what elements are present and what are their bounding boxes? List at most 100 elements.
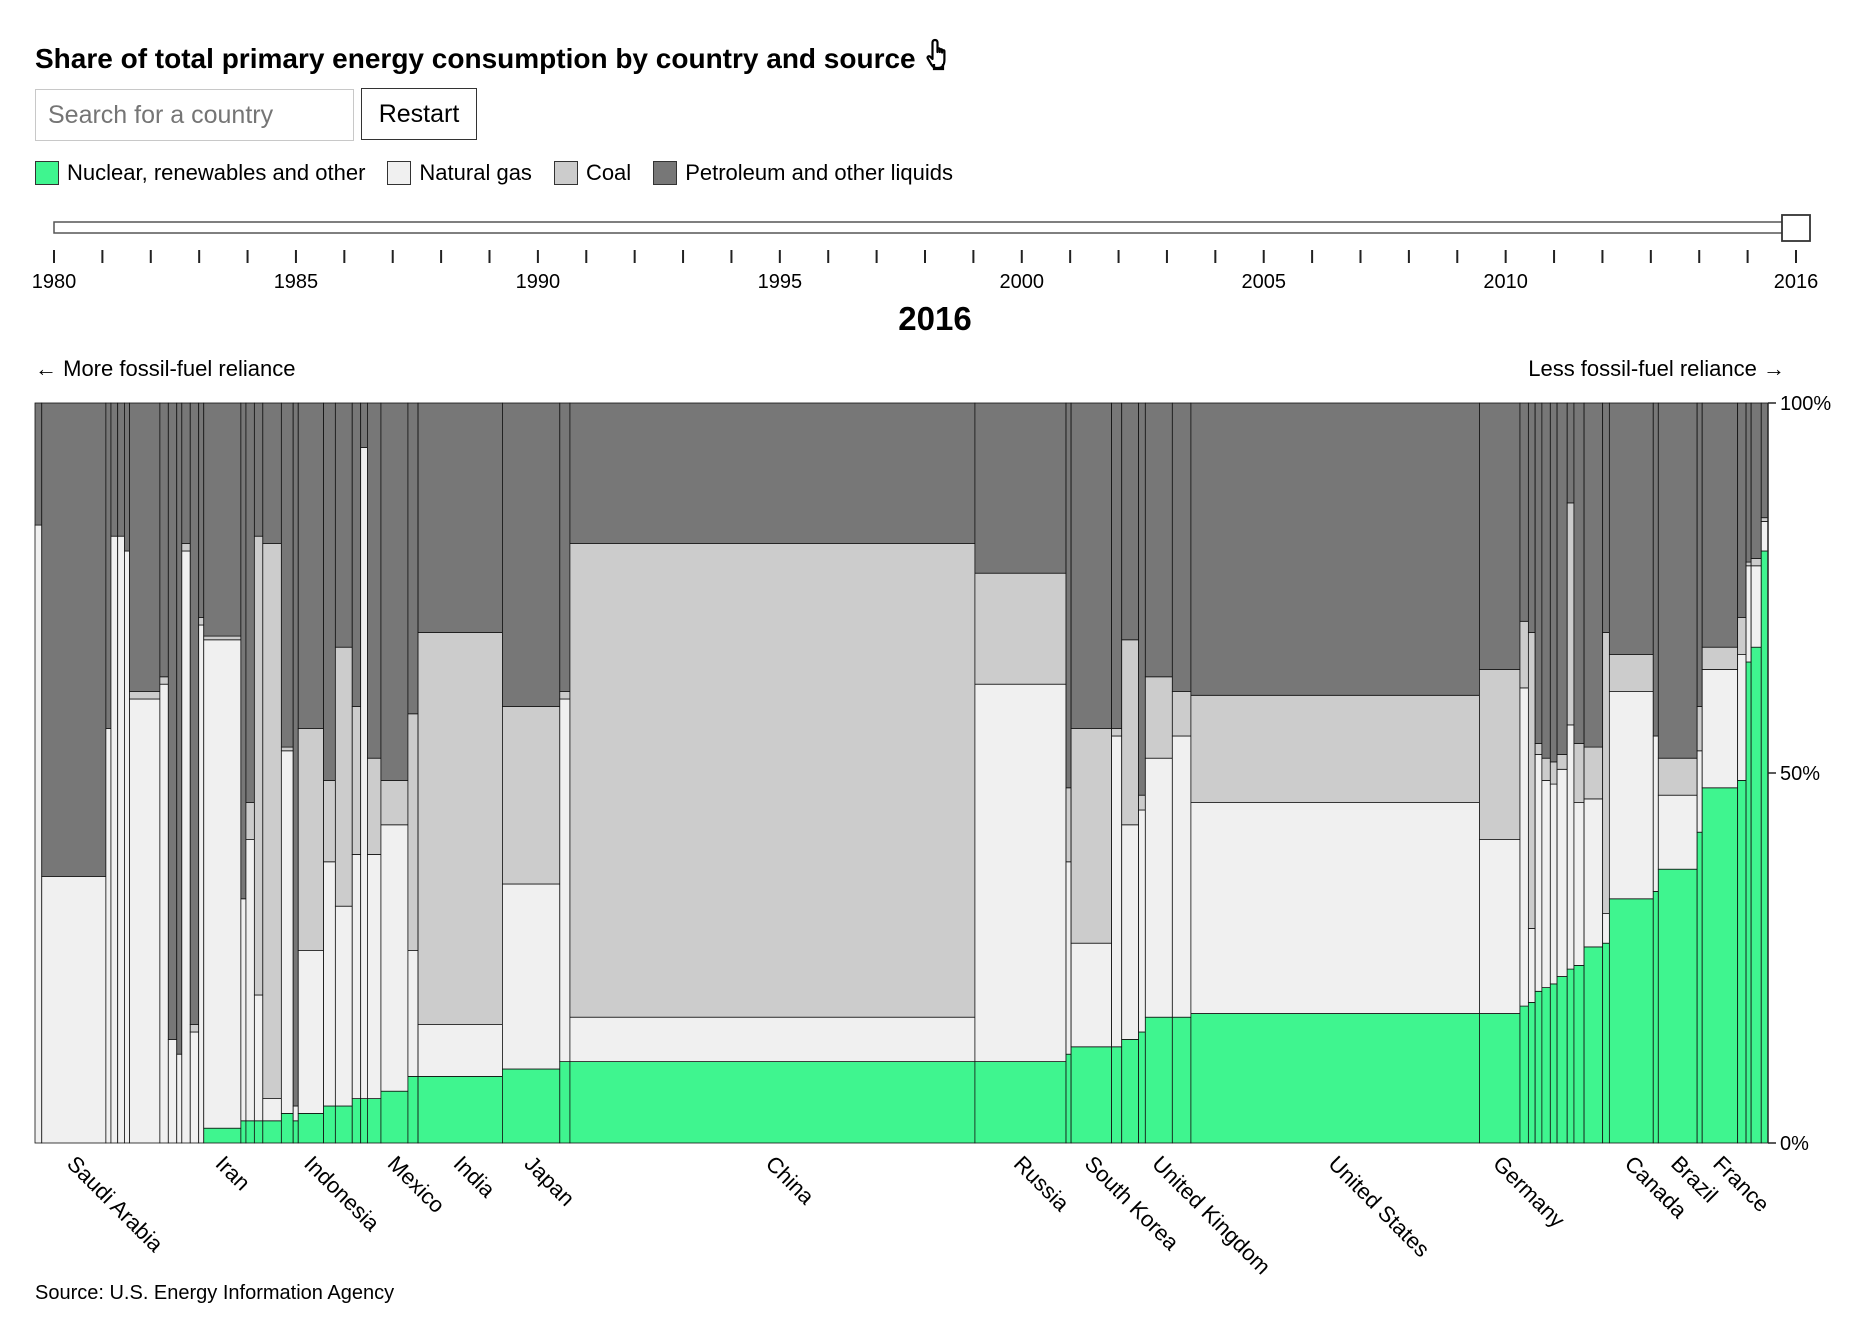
segment-gas[interactable] xyxy=(189,1031,200,1144)
segment-gas[interactable] xyxy=(1745,565,1752,663)
segment-coal[interactable] xyxy=(1750,557,1762,567)
segment-gas[interactable] xyxy=(559,698,571,1063)
segment-petroleum[interactable] xyxy=(159,402,169,678)
country-column[interactable] xyxy=(1190,402,1480,1144)
segment-coal[interactable] xyxy=(1111,728,1123,737)
segment-coal[interactable] xyxy=(1602,631,1610,915)
country-column[interactable] xyxy=(1111,402,1123,1144)
segment-petroleum[interactable] xyxy=(129,402,161,693)
segment-nuclear[interactable] xyxy=(417,1076,503,1144)
segment-coal[interactable] xyxy=(1566,502,1575,726)
country-column[interactable] xyxy=(181,402,191,1144)
country-column[interactable] xyxy=(1760,402,1769,1144)
segment-gas[interactable] xyxy=(323,861,336,1107)
segment-petroleum[interactable] xyxy=(360,402,368,448)
country-column[interactable] xyxy=(245,402,255,1144)
country-column[interactable] xyxy=(280,402,294,1144)
segment-coal[interactable] xyxy=(181,543,191,552)
segment-gas[interactable] xyxy=(1519,687,1529,1007)
segment-gas[interactable] xyxy=(360,447,368,1100)
segment-coal[interactable] xyxy=(1534,742,1543,755)
segment-gas[interactable] xyxy=(1602,913,1610,944)
country-column[interactable] xyxy=(351,402,362,1144)
segment-gas[interactable] xyxy=(417,1024,503,1077)
segment-nuclear[interactable] xyxy=(323,1105,336,1144)
segment-petroleum[interactable] xyxy=(1065,402,1072,789)
segment-nuclear[interactable] xyxy=(1745,661,1752,1144)
segment-coal[interactable] xyxy=(297,728,324,952)
segment-gas[interactable] xyxy=(1138,809,1146,1033)
segment-petroleum[interactable] xyxy=(1556,402,1568,755)
segment-petroleum[interactable] xyxy=(280,402,294,748)
segment-nuclear[interactable] xyxy=(1696,831,1703,1144)
country-column[interactable] xyxy=(105,402,112,1144)
segment-nuclear[interactable] xyxy=(1534,990,1543,1144)
segment-petroleum[interactable] xyxy=(117,402,125,537)
segment-nuclear[interactable] xyxy=(1171,1016,1192,1144)
segment-nuclear[interactable] xyxy=(367,1098,382,1144)
segment-petroleum[interactable] xyxy=(1652,402,1659,737)
country-column[interactable] xyxy=(1171,402,1192,1144)
segment-petroleum[interactable] xyxy=(1608,402,1654,656)
segment-coal[interactable] xyxy=(1583,746,1604,800)
country-column[interactable] xyxy=(1070,402,1112,1144)
segment-coal[interactable] xyxy=(198,617,205,626)
segment-nuclear[interactable] xyxy=(1541,987,1551,1144)
segment-coal[interactable] xyxy=(380,779,409,826)
segment-nuclear[interactable] xyxy=(974,1061,1067,1144)
country-column[interactable] xyxy=(1573,402,1585,1144)
segment-nuclear[interactable] xyxy=(1070,1046,1112,1144)
segment-petroleum[interactable] xyxy=(41,402,107,878)
segment-coal[interactable] xyxy=(1573,742,1585,803)
segment-gas[interactable] xyxy=(117,535,125,1144)
country-column[interactable] xyxy=(203,402,242,1144)
segment-nuclear[interactable] xyxy=(559,1061,571,1144)
segment-gas[interactable] xyxy=(1737,654,1747,781)
segment-petroleum[interactable] xyxy=(240,402,247,900)
segment-gas[interactable] xyxy=(407,950,419,1077)
segment-coal[interactable] xyxy=(1737,617,1747,656)
segment-nuclear[interactable] xyxy=(240,1120,247,1144)
segment-gas[interactable] xyxy=(334,905,353,1107)
segment-coal[interactable] xyxy=(559,691,571,700)
segment-gas[interactable] xyxy=(1608,691,1654,900)
segment-petroleum[interactable] xyxy=(203,402,242,637)
segment-coal[interactable] xyxy=(407,713,419,951)
country-column[interactable] xyxy=(1745,402,1752,1144)
segment-petroleum[interactable] xyxy=(1573,402,1585,744)
country-column[interactable] xyxy=(297,402,324,1144)
segment-petroleum[interactable] xyxy=(407,402,419,715)
segment-nuclear[interactable] xyxy=(1737,779,1747,1144)
segment-nuclear[interactable] xyxy=(1657,868,1698,1144)
year-slider[interactable]: 1980 1985 1990 1995 2000 2005 2010 2016 xyxy=(0,210,1870,300)
segment-coal[interactable] xyxy=(1696,705,1703,752)
segment-coal[interactable] xyxy=(334,646,353,907)
segment-petroleum[interactable] xyxy=(1750,402,1762,559)
country-column[interactable] xyxy=(1602,402,1610,1144)
segment-coal[interactable] xyxy=(1144,676,1173,759)
segment-gas[interactable] xyxy=(110,535,119,1144)
segment-petroleum[interactable] xyxy=(1111,402,1123,730)
segment-gas[interactable] xyxy=(1556,768,1568,977)
segment-coal[interactable] xyxy=(1121,639,1139,826)
country-column[interactable] xyxy=(974,402,1067,1144)
segment-gas[interactable] xyxy=(1171,735,1192,1018)
segment-nuclear[interactable] xyxy=(1602,942,1610,1144)
segment-petroleum[interactable] xyxy=(34,402,43,526)
country-column[interactable] xyxy=(189,402,200,1144)
segment-nuclear[interactable] xyxy=(1065,1053,1072,1144)
segment-petroleum[interactable] xyxy=(1566,402,1575,504)
segment-petroleum[interactable] xyxy=(1541,402,1551,759)
country-column[interactable] xyxy=(367,402,382,1144)
segment-gas[interactable] xyxy=(253,994,264,1122)
country-column[interactable] xyxy=(292,402,299,1144)
country-column[interactable] xyxy=(167,402,178,1144)
segment-petroleum[interactable] xyxy=(105,402,112,730)
segment-coal[interactable] xyxy=(203,635,242,641)
segment-petroleum[interactable] xyxy=(1657,402,1698,759)
country-column[interactable] xyxy=(176,402,183,1144)
segment-gas[interactable] xyxy=(124,550,130,1144)
segment-gas[interactable] xyxy=(240,898,247,1122)
segment-coal[interactable] xyxy=(1479,668,1521,840)
segment-petroleum[interactable] xyxy=(1583,402,1604,748)
